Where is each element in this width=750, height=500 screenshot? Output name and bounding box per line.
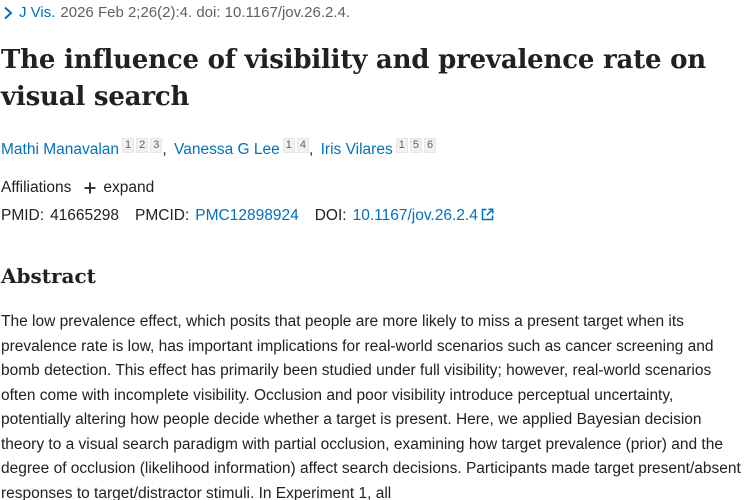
abstract-text: The low prevalence effect, which posits … <box>1 313 741 500</box>
affiliations-row: Affiliations expand <box>1 179 154 197</box>
journal-link[interactable]: J Vis. <box>19 4 56 21</box>
author-link[interactable]: Vanessa G Lee <box>174 141 280 158</box>
doi-link[interactable]: 10.1167/jov.26.2.4 <box>353 207 494 225</box>
affiliation-ref[interactable]: 6 <box>423 138 437 153</box>
abstract-heading: Abstract <box>1 264 96 288</box>
affiliations-label: Affiliations <box>1 179 72 196</box>
expand-affiliations-button[interactable]: expand <box>83 179 154 197</box>
author-list: Mathi Manavalan 1 2 3, Vanessa G Lee 1 4, Iri… <box>1 138 437 159</box>
article-title: The influence of visibility and prevalen… <box>1 45 707 112</box>
chevron-right-icon[interactable] <box>3 6 14 20</box>
affiliation-ref[interactable]: 1 <box>395 138 408 153</box>
affiliation-ref[interactable]: 2 <box>136 138 149 153</box>
affiliation-ref[interactable]: 1 <box>122 138 135 153</box>
affiliation-ref[interactable]: 3 <box>150 138 163 153</box>
pmid-label: PMID: <box>1 207 45 224</box>
plus-icon <box>84 182 96 194</box>
author-separator: , <box>162 141 167 158</box>
pmid-value: 41665298 <box>50 207 120 224</box>
doi-value: 10.1167/jov.26.2.4 <box>352 207 478 224</box>
doi-label: DOI: <box>314 207 347 224</box>
identifiers-row: PMID: 41665298 PMCID: PMC12898924 DOI: 1… <box>1 207 494 225</box>
pmcid-link[interactable]: PMC12898924 <box>195 207 299 224</box>
external-link-icon <box>481 208 494 221</box>
citation-line: J Vis. 2026 Feb 2;26(2):4. doi: 10.1167/… <box>3 4 350 21</box>
affiliation-ref[interactable]: 4 <box>296 138 309 153</box>
author-link[interactable]: Iris Vilares <box>320 141 393 158</box>
author-separator: , <box>309 141 314 158</box>
affiliation-ref[interactable]: 1 <box>282 138 295 153</box>
author-link[interactable]: Mathi Manavalan <box>1 141 120 158</box>
affiliation-ref[interactable]: 5 <box>409 138 422 153</box>
pmcid-label: PMCID: <box>135 207 190 224</box>
expand-label: expand <box>103 179 155 196</box>
citation-details: 2026 Feb 2;26(2):4. doi: 10.1167/jov.26.… <box>60 4 351 21</box>
